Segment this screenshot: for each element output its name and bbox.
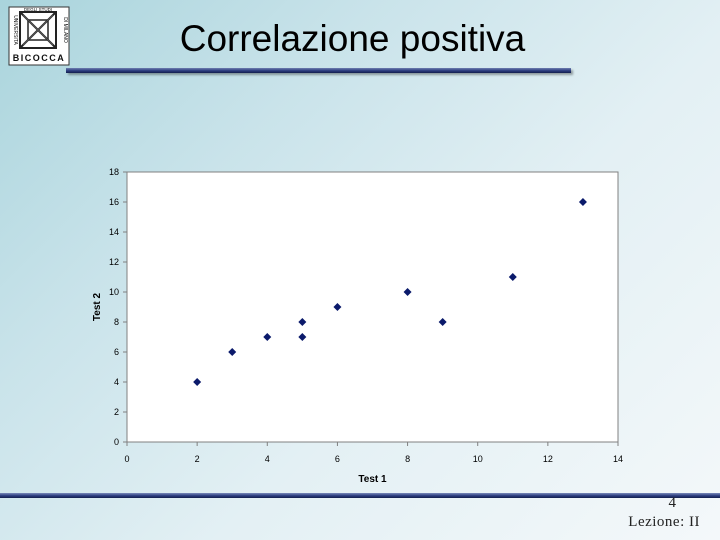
data-point [508, 273, 517, 281]
y-tick-label: 8 [114, 317, 119, 327]
svg-text:DI MILANO: DI MILANO [62, 17, 68, 43]
bicocca-logo-icon: BICOCCA UNIVERSITA DI MILANO DEGLI STUDI [8, 6, 70, 66]
y-tick-label: 0 [114, 437, 119, 447]
data-point [438, 318, 447, 326]
x-axis-label: Test 1 [358, 474, 387, 485]
data-point [298, 333, 307, 341]
x-tick-label: 12 [543, 454, 553, 464]
y-tick-label: 6 [114, 347, 119, 357]
y-tick-label: 12 [109, 257, 119, 267]
data-point [263, 333, 272, 341]
data-point [193, 378, 202, 386]
y-tick-label: 2 [114, 407, 119, 417]
y-tick-label: 4 [114, 377, 119, 387]
y-tick-label: 14 [109, 227, 119, 237]
footer-rule [0, 493, 720, 498]
data-point [228, 348, 237, 356]
y-tick-label: 16 [109, 197, 119, 207]
data-point [298, 318, 307, 326]
lesson-label: Lezione: II [628, 514, 700, 530]
university-logo: BICOCCA UNIVERSITA DI MILANO DEGLI STUDI [8, 6, 70, 66]
svg-text:UNIVERSITA: UNIVERSITA [12, 15, 18, 45]
slide-title: Correlazione positiva [179, 18, 526, 59]
x-tick-label: 10 [473, 454, 483, 464]
data-point [333, 303, 342, 311]
y-tick-label: 18 [109, 167, 119, 177]
svg-text:BICOCCA: BICOCCA [13, 53, 66, 63]
y-tick-label: 10 [109, 287, 119, 297]
x-tick-label: 2 [195, 454, 200, 464]
x-tick-label: 6 [335, 454, 340, 464]
x-tick-label: 8 [405, 454, 410, 464]
data-point [578, 198, 587, 206]
title-underline [66, 68, 571, 73]
scatter-plot-svg: 0 2 4 6 8 10 12 14 16 18 0 2 4 6 8 10 12 14 Test 1 Test 2 [92, 167, 623, 485]
page-number: 4 [668, 495, 677, 511]
scatter-chart: 0 2 4 6 8 10 12 14 16 18 0 2 4 6 8 10 12 14 Test 1 Test 2 [85, 160, 630, 495]
plot-area [126, 171, 619, 443]
x-tick-label: 14 [613, 454, 623, 464]
x-tick-label: 4 [265, 454, 270, 464]
x-tick-label: 0 [124, 454, 129, 464]
y-axis-label: Test 2 [92, 292, 103, 321]
svg-text:DEGLI STUDI: DEGLI STUDI [24, 7, 52, 12]
data-point [403, 288, 412, 296]
